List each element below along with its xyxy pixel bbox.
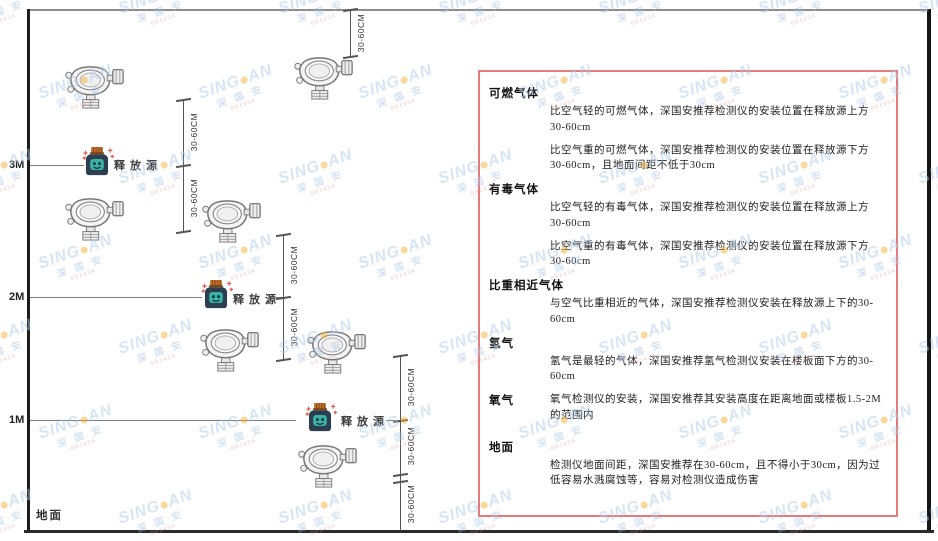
installation-rules-panel: 可燃气体 比空气轻的可燃气体，深国安推荐检测仪的安装位置在释放源上方30-60c… xyxy=(478,70,898,517)
brand-dot-icon xyxy=(159,330,169,340)
brand-dot-icon xyxy=(79,245,89,255)
brand-dot-icon xyxy=(239,245,249,255)
height-line-3m xyxy=(30,165,84,166)
dimension-label: 30-60CM xyxy=(289,307,299,347)
dimension-tick xyxy=(175,229,192,235)
dimension-label: 30-60CM xyxy=(406,426,416,466)
right-wall-line xyxy=(927,9,931,532)
section-heading: 氧气 xyxy=(489,395,514,407)
section-paragraph: 检测仪地面间距，深国安推荐在30-60cm，且不得小于30cm，因为过低容易水溅… xyxy=(550,459,881,487)
release-source-label-1m: 释放源 xyxy=(341,416,389,428)
section-oxygen: 氧气 氧气检测仪的安装，深国安推荐其安装高度在距离地面或楼板1.5-2M的范围内 xyxy=(480,392,896,424)
section-paragraph: 氧气检测仪的安装，深国安推荐其安装高度在距离地面或楼板1.5-2M的范围内 xyxy=(550,394,882,421)
gas-detector-icon xyxy=(64,64,126,109)
section-paragraph: 比空气重的可燃气体，深国安推荐检测仪的安装位置在释放源下方30-60cm，且地面… xyxy=(550,144,869,172)
brand-dot-icon xyxy=(0,500,9,510)
brand-dot-icon xyxy=(399,245,409,255)
ground-line xyxy=(24,530,934,533)
dimension-label: 30-60CM xyxy=(406,484,416,524)
brand-dot-icon xyxy=(159,500,169,510)
section-paragraph: 比空气轻的有毒气体，深国安推荐检测仪的安装位置在释放源上方30-60cm xyxy=(550,202,869,229)
height-line-1m xyxy=(30,420,296,421)
release-source-icon-1m xyxy=(303,402,337,433)
section-heading: 可燃气体 xyxy=(489,88,539,100)
release-source-icon-2m xyxy=(199,279,233,310)
section-heading: 有毒气体 xyxy=(489,184,539,196)
brand-dot-icon xyxy=(239,75,249,85)
section-heading: 地面 xyxy=(489,441,514,454)
gas-detector-icon xyxy=(297,443,359,488)
height-label-2m: 2M xyxy=(9,291,25,303)
section-combustible-gas: 可燃气体 比空气轻的可燃气体，深国安推荐检测仪的安装位置在释放源上方30-60c… xyxy=(480,85,896,174)
gas-detector-icon xyxy=(201,198,263,243)
brand-dot-icon xyxy=(0,330,9,340)
dimension-label: 30-60CM xyxy=(289,245,299,285)
release-source-label-3m: 释放源 xyxy=(114,160,162,172)
dimension-line xyxy=(400,356,401,531)
gas-detector-icon xyxy=(199,327,261,372)
section-toxic-gas: 有毒气体 比空气轻的有毒气体，深国安推荐检测仪的安装位置在释放源上方30-60c… xyxy=(480,181,896,270)
section-heading: 氢气 xyxy=(489,337,514,350)
gas-detector-icon xyxy=(306,329,368,374)
left-wall-line xyxy=(27,9,30,532)
dimension-tick xyxy=(275,357,292,363)
section-paragraph: 氢气是最轻的气体，深国安推荐氢气检测仪安装在楼板面下方的30-60cm xyxy=(550,355,874,383)
height-label-1m: 1M xyxy=(9,414,25,426)
section-similar-density-gas: 比重相近气体 与空气比重相近的气体，深国安推荐检测仪安装在释放源上下的30-60… xyxy=(480,277,896,328)
dimension-label: 30-60CM xyxy=(189,178,199,218)
height-label-3m: 3M xyxy=(9,159,25,171)
brand-dot-icon xyxy=(399,75,409,85)
dimension-label: 30-60CM xyxy=(356,13,366,53)
height-line-2m xyxy=(30,297,202,298)
brand-dot-icon xyxy=(319,500,329,510)
dimension-label: 30-60CM xyxy=(406,367,416,407)
gas-detector-icon xyxy=(293,55,355,100)
ground-label: 地面 xyxy=(36,510,63,522)
dimension-label: 30-60CM xyxy=(189,112,199,152)
dimension-line xyxy=(350,10,351,57)
section-paragraph: 与空气比重相近的气体，深国安推荐检测仪安装在释放源上下的30-60cm xyxy=(550,298,874,325)
release-source-label-2m: 释放源 xyxy=(233,294,281,306)
section-paragraph: 比空气轻的可燃气体，深国安推荐检测仪的安装位置在释放源上方30-60cm xyxy=(550,106,869,133)
section-heading: 比重相近气体 xyxy=(489,280,564,292)
section-ground: 地面 检测仪地面间距，深国安推荐在30-60cm，且不得小于30cm，因为过低容… xyxy=(480,439,896,490)
release-source-icon-3m xyxy=(80,146,114,177)
ceiling-line xyxy=(28,9,929,11)
section-paragraph: 比空气重的有毒气体，深国安推荐检测仪的安装位置在释放源下方30-60cm xyxy=(550,240,869,268)
brand-dot-icon xyxy=(319,160,329,170)
brand-dot-icon xyxy=(0,160,9,170)
section-hydrogen: 氢气 氢气是最轻的气体，深国安推荐氢气检测仪安装在楼板面下方的30-60cm xyxy=(480,335,896,386)
gas-detector-icon xyxy=(64,196,126,241)
